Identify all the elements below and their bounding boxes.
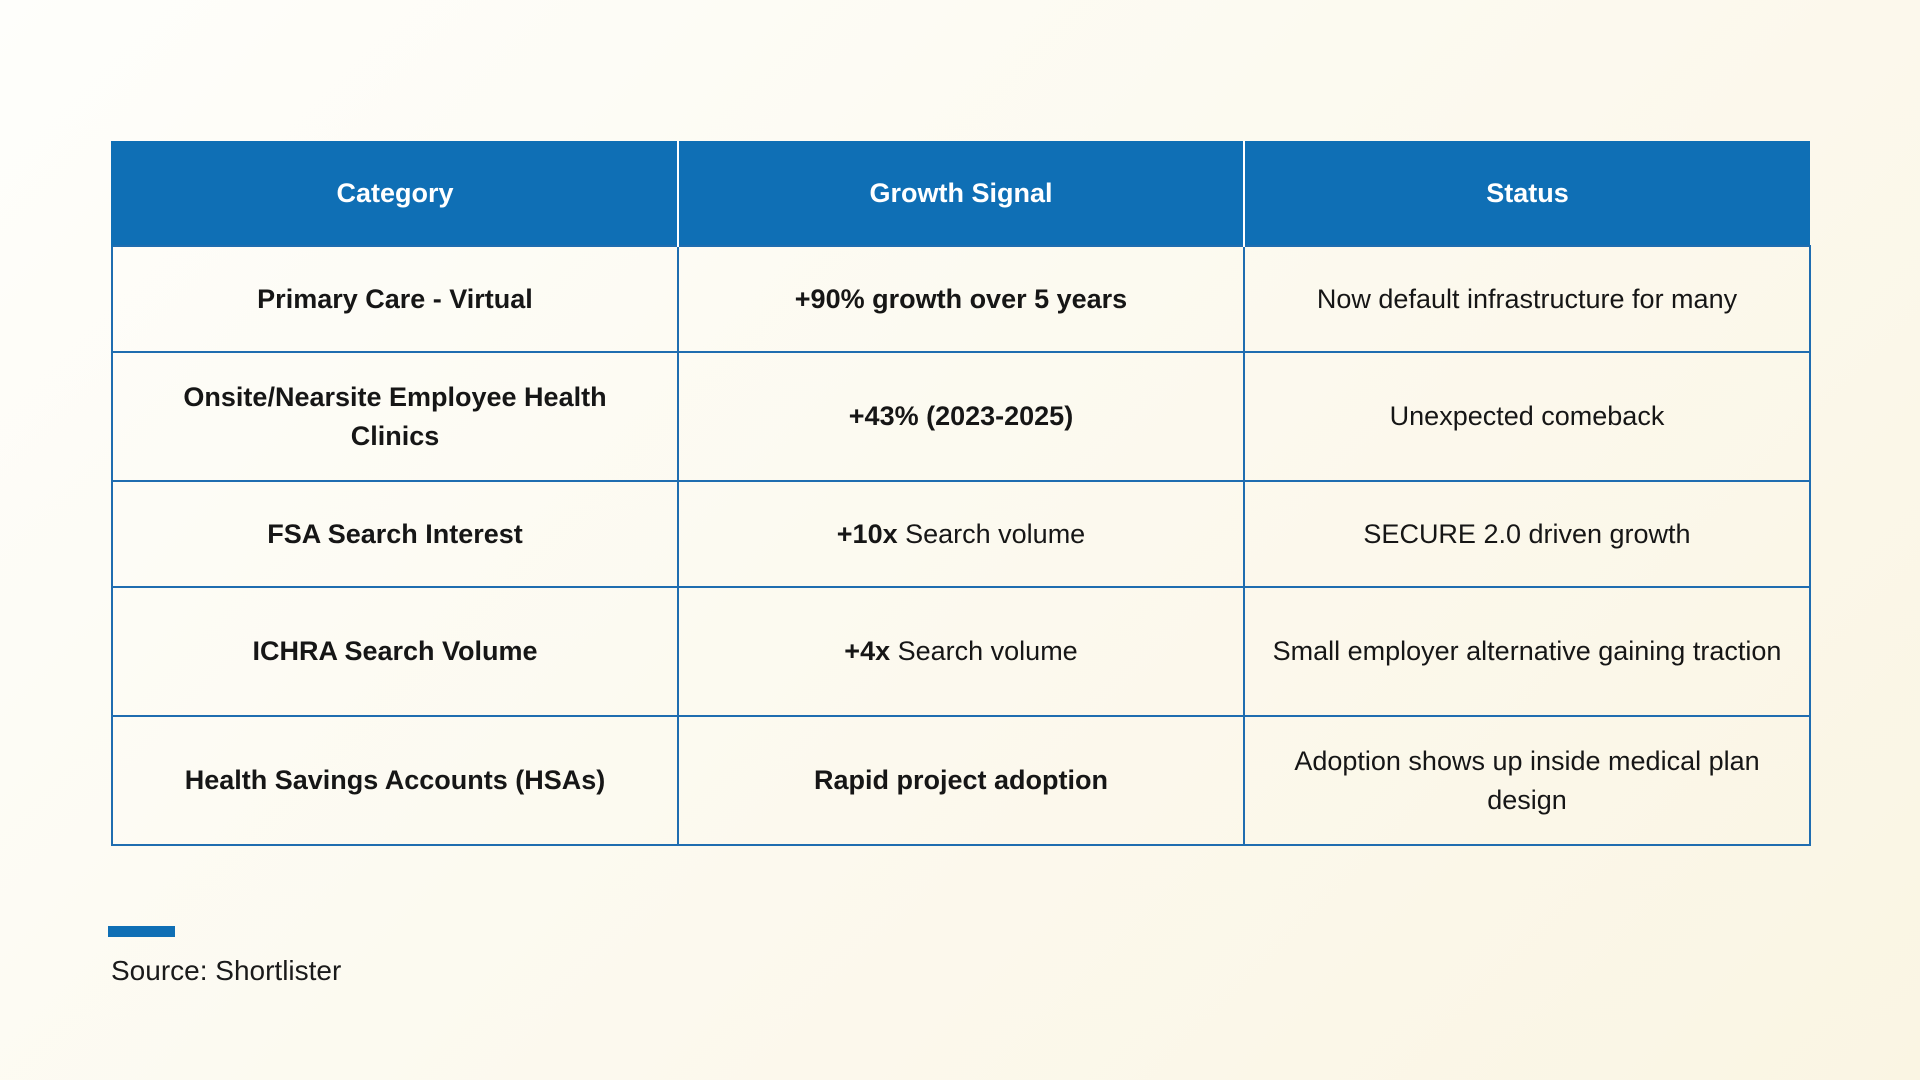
category-cell: Onsite/Nearsite Employee Health Clinics [111,351,679,482]
table-header-row: Category Growth Signal Status [111,141,1810,246]
growth-signal-detail: Search volume [897,518,1086,549]
growth-signal-value: Rapid project adoption [814,765,1108,795]
growth-signal-value: +10x [836,518,898,549]
category-cell: Health Savings Accounts (HSAs) [111,715,679,846]
table-row: FSA Search Interest +10x Search volume S… [111,480,1811,588]
status-cell: Adoption shows up inside medical plan de… [1243,715,1811,846]
growth-signal-cell: Rapid project adoption [677,715,1245,846]
growth-signal-cell: +43% (2023-2025) [677,351,1245,482]
status-cell: Small employer alternative gaining tract… [1243,586,1811,717]
growth-signal-cell: +10x Search volume [677,480,1245,588]
column-header-status: Status [1243,141,1810,246]
growth-signal-cell: +90% growth over 5 years [677,245,1245,353]
category-cell: Primary Care - Virtual [111,245,679,353]
growth-signal-value: +90% growth over 5 years [794,283,1128,314]
growth-signal-value: +4x [844,636,891,666]
growth-signals-table: Category Growth Signal Status Primary Ca… [111,141,1811,846]
growth-signals-table-container: Category Growth Signal Status Primary Ca… [111,141,1811,846]
table-row: Primary Care - Virtual +90% growth over … [111,245,1811,353]
category-cell: ICHRA Search Volume [111,586,679,717]
status-cell: Unexpected comeback [1243,351,1811,482]
column-header-category: Category [111,141,678,246]
status-cell: Now default infrastructure for many [1243,245,1811,353]
table-row: ICHRA Search Volume +4x Search volume Sm… [111,586,1811,717]
source-accent-bar [108,926,175,937]
column-header-growth-signal: Growth Signal [677,141,1244,246]
growth-signal-detail: Search volume [890,636,1078,666]
category-cell: FSA Search Interest [111,480,679,588]
table-row: Health Savings Accounts (HSAs) Rapid pro… [111,715,1811,846]
growth-signal-cell: +4x Search volume [677,586,1245,717]
table-row: Onsite/Nearsite Employee Health Clinics … [111,351,1811,482]
growth-signal-value: +43% (2023-2025) [848,401,1074,431]
status-cell: SECURE 2.0 driven growth [1243,480,1811,588]
source-caption: Source: Shortlister [111,955,342,986]
